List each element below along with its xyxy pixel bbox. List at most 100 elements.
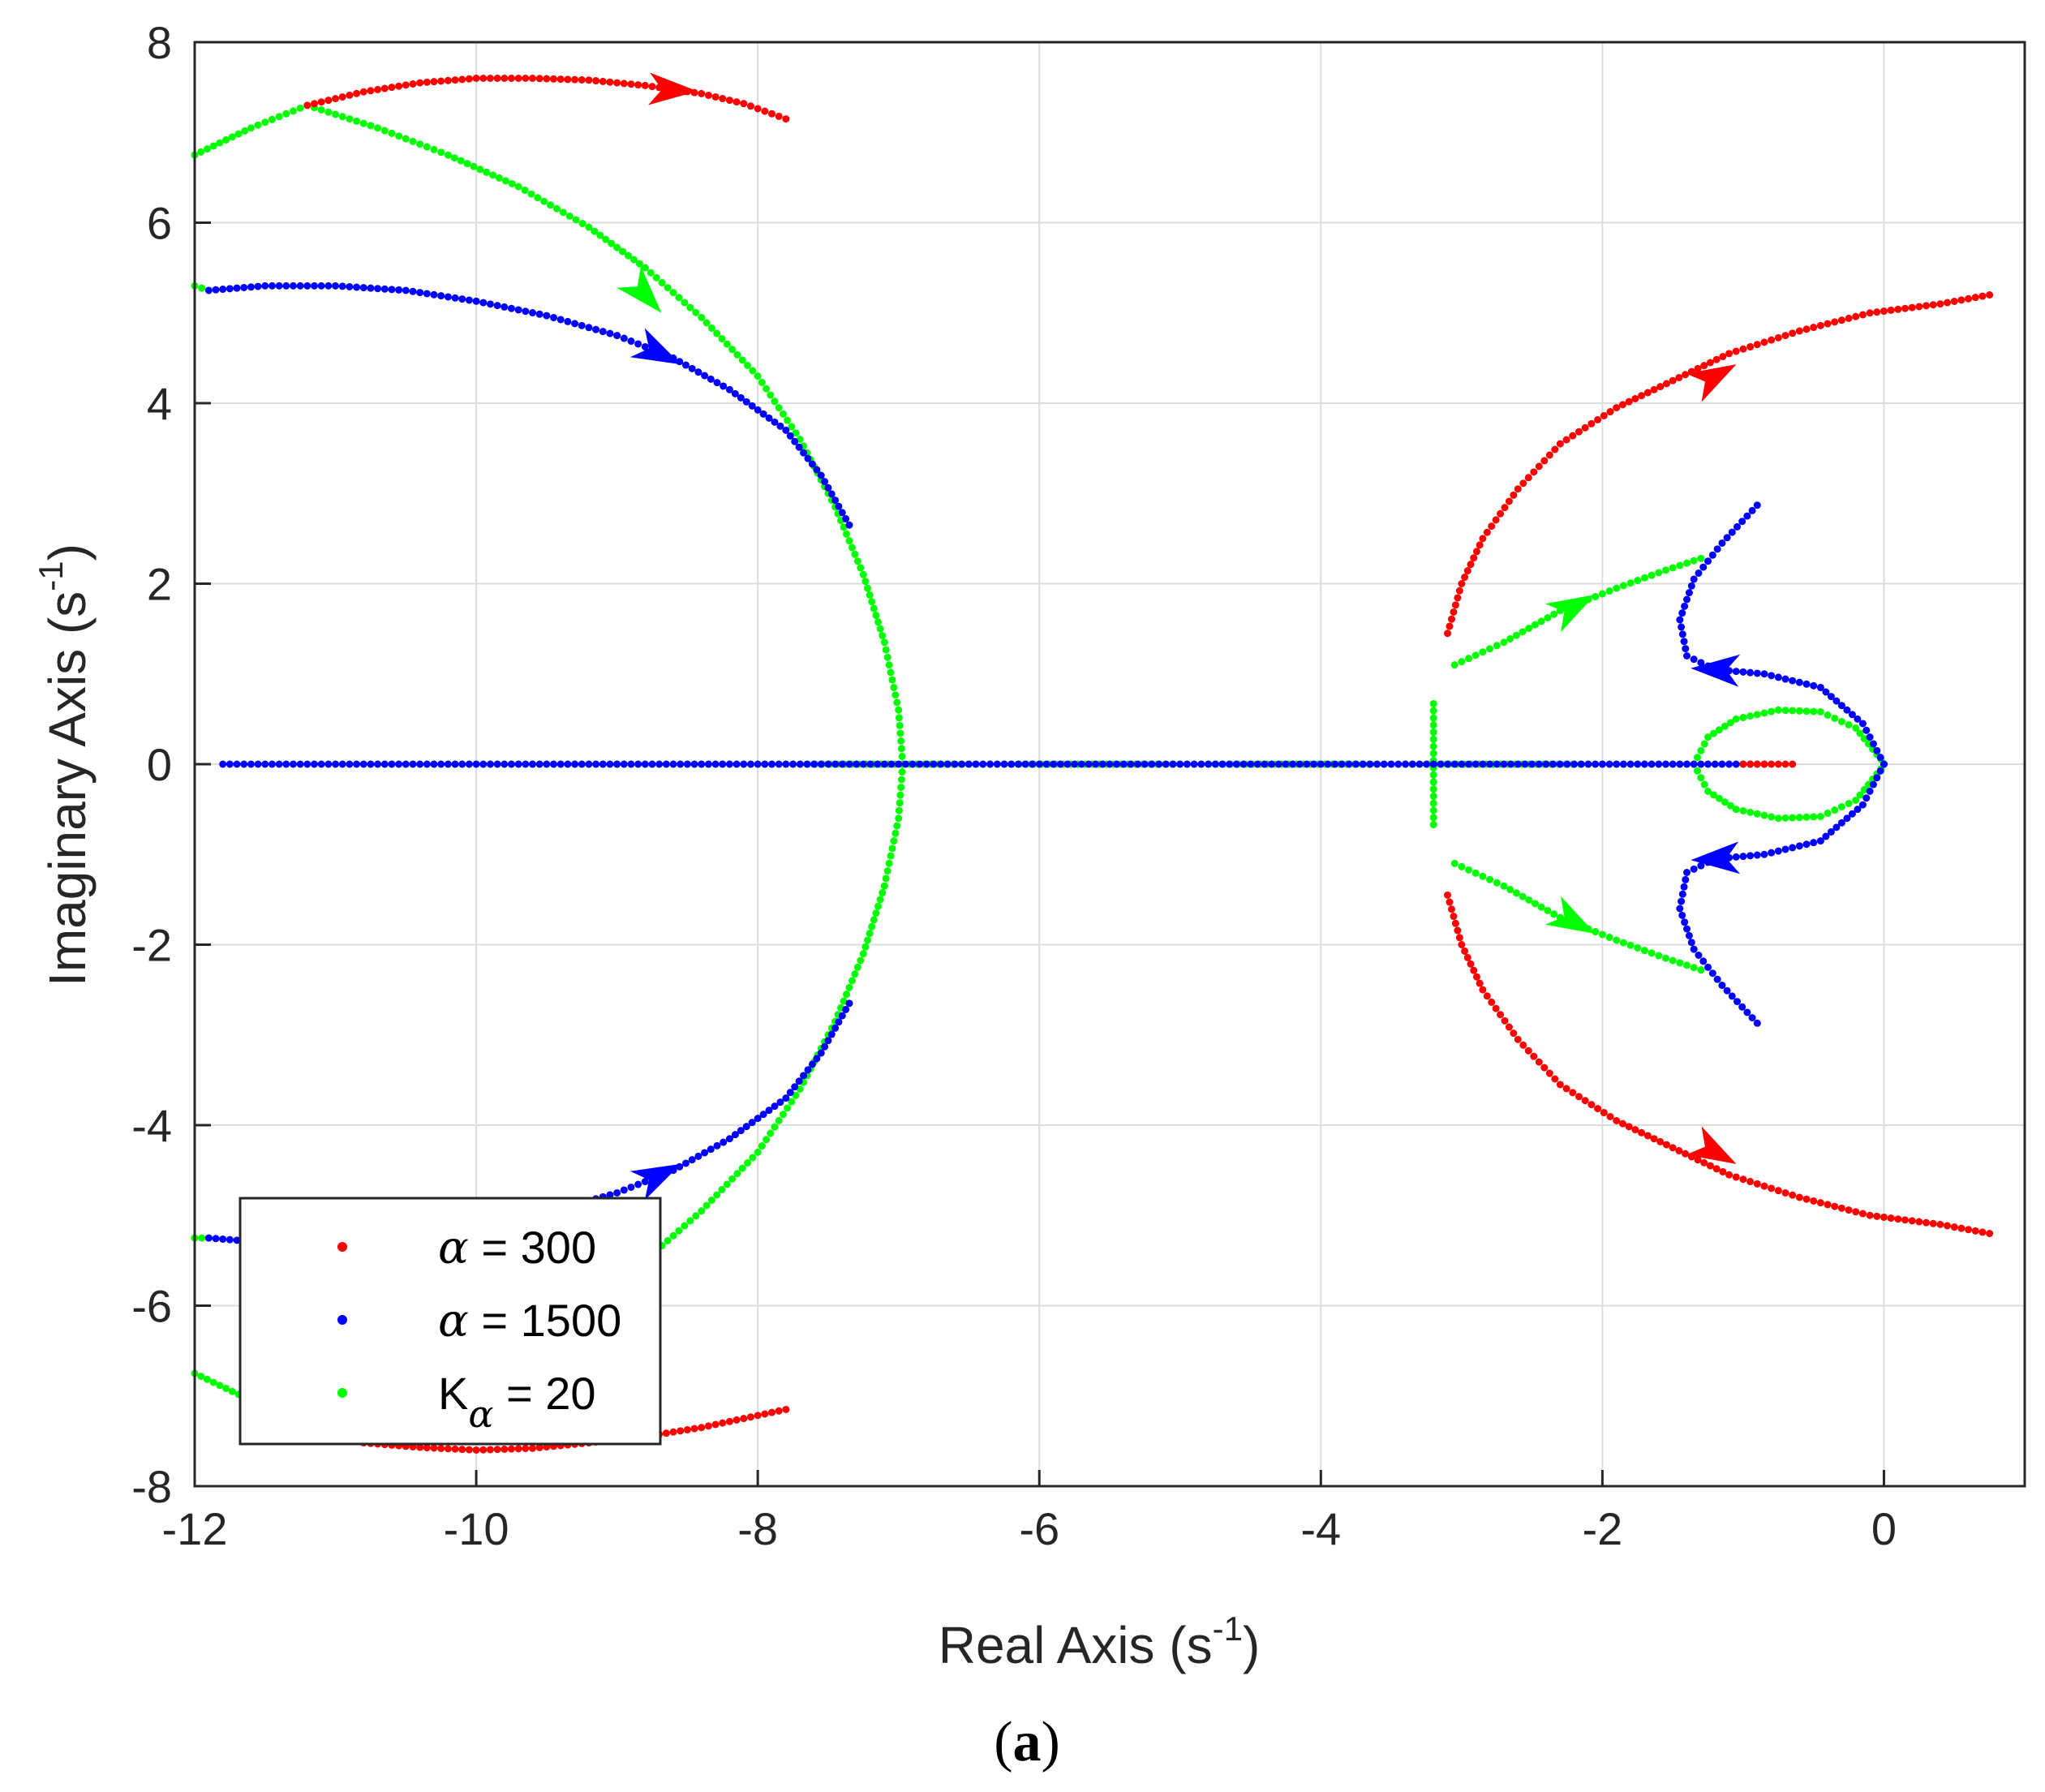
locus-point [771,1123,779,1131]
locus-point [898,752,906,760]
locus-point [713,1141,721,1150]
locus-point [1789,677,1797,685]
locus-point [1854,806,1862,814]
locus-point [1274,760,1282,768]
locus-point [416,289,424,297]
locus-point [1789,844,1797,852]
locus-point [1493,760,1501,768]
locus-point [1781,1188,1789,1197]
locus-point [1550,610,1558,618]
locus-point [895,814,903,823]
locus-point [528,309,536,317]
locus-point [620,80,628,88]
locus-point [683,760,691,768]
locus-point [1753,1180,1761,1188]
locus-point [1678,609,1686,617]
locus-point [859,760,867,768]
locus-point [1852,312,1860,320]
locus-point [1894,1215,1902,1223]
direction-arrow [1686,1126,1737,1164]
locus-point [1519,628,1527,636]
locus-point [1324,760,1332,768]
locus-point [402,286,410,294]
locus-point [882,875,890,883]
locus-point [853,963,861,971]
locus-point [1661,566,1669,574]
locus-point [606,78,614,86]
locus-point [430,145,438,153]
locus-point [831,760,840,768]
locus-point [1429,771,1437,779]
locus-point [1211,760,1219,768]
locus-point [578,75,586,84]
locus-point [733,760,741,768]
locus-point [1592,592,1600,600]
locus-point [1848,711,1856,719]
locus-point [374,285,382,293]
locus-point [1605,760,1613,768]
locus-point [718,1185,726,1193]
locus-point [1661,954,1669,962]
locus-point [786,1089,794,1097]
locus-point [204,1234,213,1242]
locus-point [1733,998,1741,1006]
locus-point [641,264,649,272]
locus-point [851,970,859,978]
locus-point [874,618,883,626]
locus-point [303,281,311,290]
locus-point [1247,760,1255,768]
locus-point [1451,601,1459,609]
locus-point [1458,941,1466,948]
locus-point [1669,564,1677,572]
locus-point [1446,622,1454,630]
locus-point [578,321,586,329]
locus-point [1856,791,1864,799]
locus-point [1858,720,1867,728]
locus-point [1802,707,1811,716]
locus-point [1683,595,1691,604]
locus-point [463,160,471,168]
locus-point [332,281,340,290]
locus-point [1218,760,1227,768]
locus-point [606,1191,614,1199]
locus-point [835,1018,843,1026]
locus-point [916,760,924,768]
locus-point [613,332,621,340]
locus-point [725,1135,733,1143]
locus-point [1408,760,1416,768]
locus-point [1950,297,1958,305]
locus-point [1497,1011,1505,1019]
locus-point [1739,853,1747,861]
locus-point [430,760,438,768]
locus-point [891,829,900,837]
locus-point [1387,760,1395,768]
locus-point [861,578,870,586]
locus-point [740,1415,748,1423]
locus-point [857,564,865,572]
locus-point [1282,760,1290,768]
locus-point [698,1207,706,1215]
locus-point [1569,432,1577,440]
locus-point [1908,1217,1916,1225]
locus-point [1519,892,1527,900]
locus-point [1594,1105,1602,1113]
locus-point [771,418,779,426]
locus-point [1463,953,1471,961]
locus-point [1680,883,1688,891]
locus-point [1699,957,1708,965]
locus-point [486,75,494,82]
locus-point [1458,580,1466,587]
locus-point [738,1164,746,1172]
locus-point [1655,760,1663,768]
locus-point [662,1429,670,1437]
locus-point [1310,760,1318,768]
locus-point [859,950,867,958]
locus-point [821,1042,829,1051]
locus-point [824,483,832,492]
locus-point [197,148,205,156]
locus-point [324,108,333,116]
locus-point [514,306,522,314]
locus-point [1169,760,1177,768]
locus-point [1781,707,1789,715]
locus-point [658,278,666,286]
